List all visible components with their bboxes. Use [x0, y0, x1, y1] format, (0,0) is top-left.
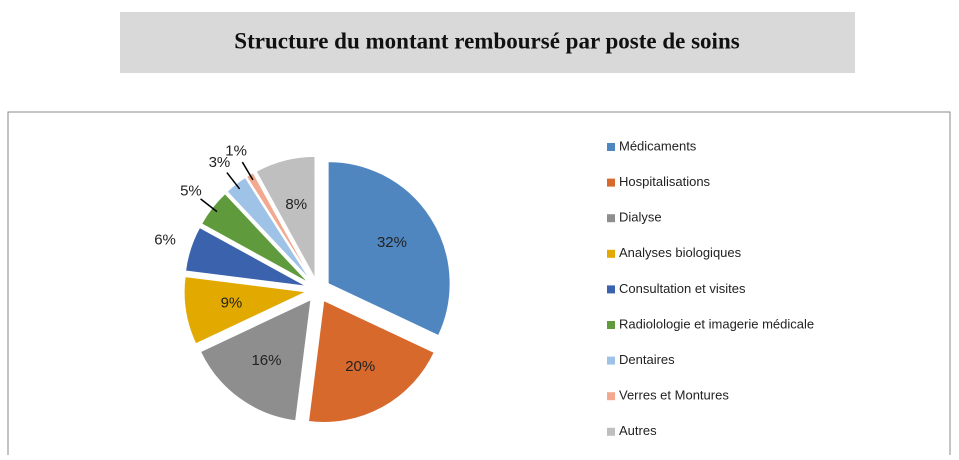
legend-label: Radiolologie et imagerie médicale	[619, 316, 814, 331]
legend-swatch	[607, 356, 615, 365]
legend-label: Hospitalisations	[619, 174, 711, 189]
value-label: 5%	[180, 182, 202, 199]
legend-swatch	[607, 214, 615, 223]
pie-slice	[327, 161, 451, 337]
value-label: 16%	[251, 352, 281, 369]
leader-line	[226, 172, 241, 190]
chart-title: Structure du montant remboursé par poste…	[234, 28, 739, 53]
pie-slice	[184, 226, 307, 287]
value-label: 9%	[221, 295, 243, 312]
leader-line	[241, 161, 254, 181]
legend-label: Consultation et visites	[619, 281, 746, 296]
legend-label: Dialyse	[619, 210, 662, 225]
pie-slice	[183, 276, 308, 345]
value-label: 32%	[377, 234, 407, 251]
pie-slice	[307, 299, 435, 423]
legend-label: Autres	[619, 423, 657, 438]
pie-slice	[255, 155, 316, 279]
legend-label: Verres et Montures	[619, 388, 729, 403]
value-label: 8%	[285, 196, 307, 213]
legend-swatch	[607, 249, 615, 258]
value-label: 1%	[225, 143, 247, 160]
value-label: 20%	[345, 358, 375, 375]
legend-swatch	[607, 285, 615, 294]
legend-swatch	[607, 392, 615, 401]
legend-label: Dentaires	[619, 352, 675, 367]
pie-slice	[199, 298, 312, 422]
title-box	[120, 12, 855, 73]
legend-label: Analyses biologiques	[619, 245, 742, 260]
legend-swatch	[607, 321, 615, 329]
legend-label: Médicaments	[619, 138, 697, 153]
legend-swatch	[607, 143, 615, 151]
leader-line	[200, 198, 218, 213]
legend-swatch	[607, 178, 615, 187]
legend-swatch	[607, 427, 615, 436]
chart-frame	[7, 111, 951, 455]
value-label: 3%	[209, 154, 231, 171]
value-label: 6%	[154, 231, 176, 248]
